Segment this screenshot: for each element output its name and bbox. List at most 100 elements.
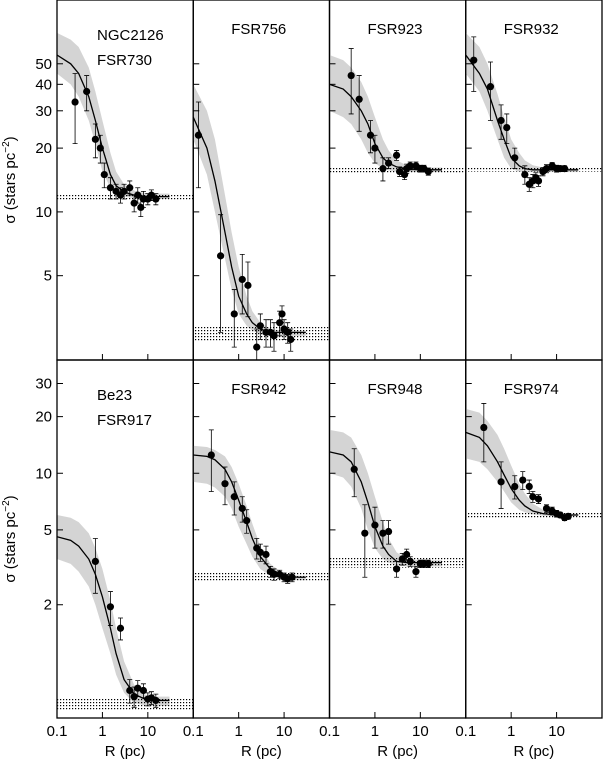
panel <box>329 48 466 182</box>
y-tick-label: 40 <box>35 76 52 93</box>
data-point <box>542 504 551 513</box>
data-point <box>412 568 420 576</box>
y-axis-label-end: ) <box>2 136 19 141</box>
panel <box>57 514 194 711</box>
panel-frame <box>328 0 467 361</box>
x-axis-label: R (pc) <box>241 743 282 760</box>
data-point <box>288 573 296 581</box>
panel <box>57 32 194 218</box>
data-point <box>278 310 286 318</box>
panel-frame <box>192 359 331 719</box>
data-point <box>194 131 203 139</box>
panel <box>465 32 602 192</box>
data-point <box>503 123 511 132</box>
y-tick-label: 50 <box>35 56 52 73</box>
y-tick-label: 20 <box>35 409 52 426</box>
error-bar <box>245 261 251 318</box>
panel-title: FSR974 <box>504 381 559 398</box>
y-tick-label: 30 <box>35 376 52 393</box>
error-bar <box>208 429 214 492</box>
data-point <box>152 195 160 203</box>
y-tick-label: 30 <box>35 103 52 120</box>
x-axis-label: R (pc) <box>513 743 554 760</box>
panel-title: FSR756 <box>231 21 286 38</box>
panel-title: FSR923 <box>368 21 423 38</box>
background-band <box>193 572 330 582</box>
data-point <box>256 322 264 330</box>
data-point <box>106 603 115 611</box>
data-point <box>355 95 363 103</box>
data-point <box>371 521 379 529</box>
data-point <box>366 131 375 139</box>
data-point <box>379 165 387 173</box>
background-band <box>57 697 194 711</box>
y-axis-label: σ (stars pc−2) <box>1 136 19 223</box>
background-band <box>193 325 330 342</box>
data-point <box>139 686 148 695</box>
data-point <box>130 199 138 207</box>
data-point <box>243 517 251 525</box>
panel-title: NGC2126 <box>97 27 164 44</box>
error-bar <box>348 48 354 115</box>
fit-band <box>57 32 170 200</box>
data-point <box>253 343 261 351</box>
x-tick-label: 0.1 <box>47 723 68 740</box>
data-point <box>221 480 229 488</box>
data-point <box>384 527 393 536</box>
y-tick-label: 5 <box>44 268 52 285</box>
data-point <box>91 135 99 143</box>
data-point <box>350 465 358 473</box>
data-point <box>470 56 478 64</box>
data-point <box>497 478 505 486</box>
error-bar <box>481 403 487 463</box>
background-band <box>329 557 466 568</box>
fit-band <box>193 445 306 581</box>
data-point <box>207 451 215 459</box>
data-point <box>152 696 160 705</box>
data-point <box>106 184 115 192</box>
panel-title: FSR932 <box>504 21 559 38</box>
data-point <box>238 275 246 284</box>
x-tick-label: 1 <box>98 723 106 740</box>
data-point <box>525 482 533 491</box>
y-tick-label: 10 <box>35 204 52 221</box>
data-point <box>564 512 572 520</box>
data-point <box>519 476 527 484</box>
data-point <box>384 159 393 167</box>
data-point <box>521 170 529 179</box>
data-point <box>406 162 414 170</box>
panel <box>193 429 330 584</box>
data-point <box>270 570 278 578</box>
x-axis-label: R (pc) <box>377 743 418 760</box>
data-point <box>256 548 264 556</box>
x-tick-label: 10 <box>412 723 429 740</box>
x-tick-label: 10 <box>276 723 293 740</box>
data-point <box>244 281 252 289</box>
x-tick-label: 1 <box>371 723 379 740</box>
error-bar <box>487 61 493 121</box>
y-axis-label-sup: −2 <box>1 500 12 512</box>
fit-band <box>465 408 579 517</box>
data-point <box>284 328 292 336</box>
panel-title: FSR948 <box>368 381 423 398</box>
data-point <box>287 335 295 344</box>
x-tick-label: 0.1 <box>183 723 204 740</box>
panel-title: FSR942 <box>231 381 286 398</box>
x-tick-label: 10 <box>548 723 565 740</box>
fit-band <box>193 84 306 336</box>
data-point <box>511 482 519 491</box>
data-point <box>424 167 432 176</box>
error-bar <box>195 101 201 189</box>
data-point <box>534 495 543 503</box>
data-point <box>134 191 142 199</box>
data-point <box>120 187 128 195</box>
fit-band <box>329 429 443 567</box>
data-point <box>270 332 278 340</box>
y-axis-label: σ (stars pc−2) <box>1 495 19 582</box>
data-point <box>486 83 495 91</box>
panel <box>465 403 602 522</box>
error-bar <box>471 36 477 92</box>
data-point <box>130 692 138 701</box>
y-tick-label: 10 <box>35 465 52 482</box>
data-point <box>560 165 569 173</box>
